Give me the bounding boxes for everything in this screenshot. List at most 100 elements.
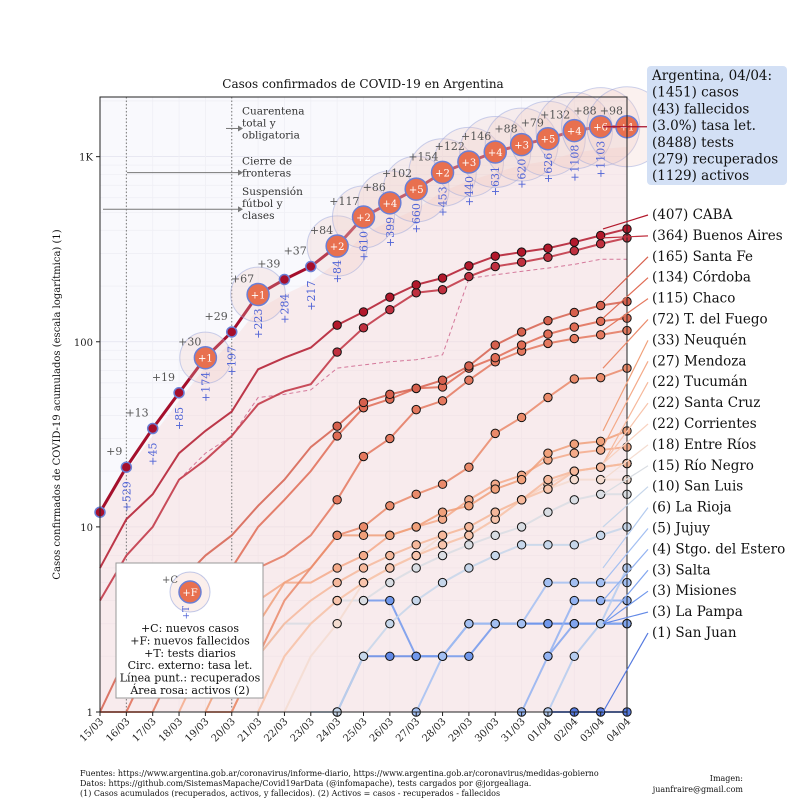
death-marker <box>378 191 402 215</box>
series-point <box>332 530 342 541</box>
footer-notes: (1) Casos acumulados (recuperados, activ… <box>80 789 500 798</box>
province-connector <box>602 465 649 495</box>
x-tick-label: 20/03 <box>210 716 238 744</box>
tests-label: +85 <box>173 407 186 430</box>
new-cases-label: +132 <box>540 109 570 122</box>
series-point <box>411 563 421 573</box>
summary-line: (8488) tests <box>652 135 734 151</box>
x-tick-label: 04/04 <box>605 716 633 744</box>
new-deaths-label: +1 <box>198 354 213 365</box>
tests-label: +399 <box>384 217 397 247</box>
death-marker <box>404 177 428 201</box>
province-connector <box>602 549 649 601</box>
series-point <box>595 230 606 241</box>
tests-label: +174 <box>199 372 212 402</box>
tests-label: +660 <box>410 203 423 233</box>
province-label: (3) La Pampa <box>652 604 743 620</box>
series-point <box>411 540 421 550</box>
series-point <box>358 550 369 561</box>
x-tick-label: 27/03 <box>394 716 422 744</box>
tests-label: +217 <box>305 281 318 311</box>
series-point <box>490 261 500 272</box>
series-point <box>332 347 342 357</box>
x-tick-label: 24/03 <box>315 716 343 744</box>
series-point <box>516 412 527 423</box>
series-point <box>464 618 474 629</box>
series-point <box>569 374 579 384</box>
series-point <box>358 307 369 317</box>
series-point <box>332 320 342 330</box>
new-deaths-label: +2 <box>435 168 450 179</box>
series-point <box>595 330 606 340</box>
series-point <box>437 530 448 541</box>
new-cases-label: +84 <box>310 224 333 237</box>
series-point <box>358 397 369 408</box>
series-point <box>569 322 579 332</box>
event-label: obligatoria <box>242 129 300 141</box>
event-arrowhead <box>238 206 243 213</box>
x-tick-label: 26/03 <box>368 716 396 744</box>
footer-image-label: Imagen: <box>710 774 743 783</box>
series-point <box>332 431 342 441</box>
series-point <box>569 618 579 629</box>
new-cases-label: +30 <box>178 336 201 349</box>
province-connector <box>602 507 649 569</box>
series-point <box>516 257 527 267</box>
x-tick-label: 02/04 <box>552 716 580 744</box>
series-point <box>543 252 553 262</box>
series-point <box>569 466 579 476</box>
series-point <box>385 433 395 444</box>
series-point <box>358 651 369 661</box>
x-tick-label: 19/03 <box>183 716 211 744</box>
series-line <box>230 462 628 713</box>
x-tick-label: 03/04 <box>579 716 607 744</box>
tests-label: +626 <box>542 153 555 183</box>
new-deaths-label: +5 <box>409 185 424 196</box>
legend-line: +T: tests diarios <box>144 647 236 660</box>
new-deaths-label: +4 <box>488 148 503 159</box>
series-point <box>385 577 395 588</box>
new-deaths-label: +5 <box>541 135 556 146</box>
summary-background <box>647 66 787 185</box>
series-point <box>595 530 606 541</box>
summary-line: Argentina, 04/04: <box>651 68 772 84</box>
series-point <box>464 530 474 541</box>
series-point <box>437 577 448 588</box>
series-point <box>464 361 474 371</box>
series-point <box>385 292 395 302</box>
new-deaths-label: +6 <box>593 123 608 134</box>
new-cases-label: +29 <box>205 310 228 323</box>
legend-line: +F: nuevos fallecidos <box>130 634 250 647</box>
province-label: (5) Jujuy <box>652 521 710 537</box>
legend-sample-c: +C <box>162 575 178 586</box>
series-point <box>595 300 606 311</box>
legend-line: Línea punt.: recuperados <box>120 672 261 685</box>
x-tick-label: 17/03 <box>131 716 159 744</box>
series-point <box>385 501 395 511</box>
province-label: (3) Misiones <box>652 583 737 599</box>
series-point <box>595 462 606 472</box>
new-deaths-label: +2 <box>356 213 371 224</box>
province-label: (22) Corrientes <box>652 416 757 432</box>
series-point <box>490 618 500 629</box>
x-tick-label: 25/03 <box>341 716 369 744</box>
series-point <box>543 540 553 550</box>
new-deaths-label: +2 <box>330 242 345 253</box>
summary-line: (3.0%) tasa let. <box>652 118 756 134</box>
series-point <box>543 448 553 458</box>
y-tick-label: 1 <box>87 708 93 719</box>
series-point <box>595 239 606 249</box>
series-point <box>569 651 579 661</box>
series-point <box>595 474 606 485</box>
y-tick-label: 10 <box>80 523 93 534</box>
series-point <box>543 484 553 494</box>
series-point <box>569 474 579 485</box>
event-label: Cuarentena <box>242 105 305 117</box>
new-cases-label: +117 <box>329 195 359 208</box>
death-marker <box>483 140 507 164</box>
death-marker <box>536 126 560 151</box>
series-point <box>411 522 421 532</box>
series-line <box>547 622 627 657</box>
series-point <box>437 507 448 517</box>
